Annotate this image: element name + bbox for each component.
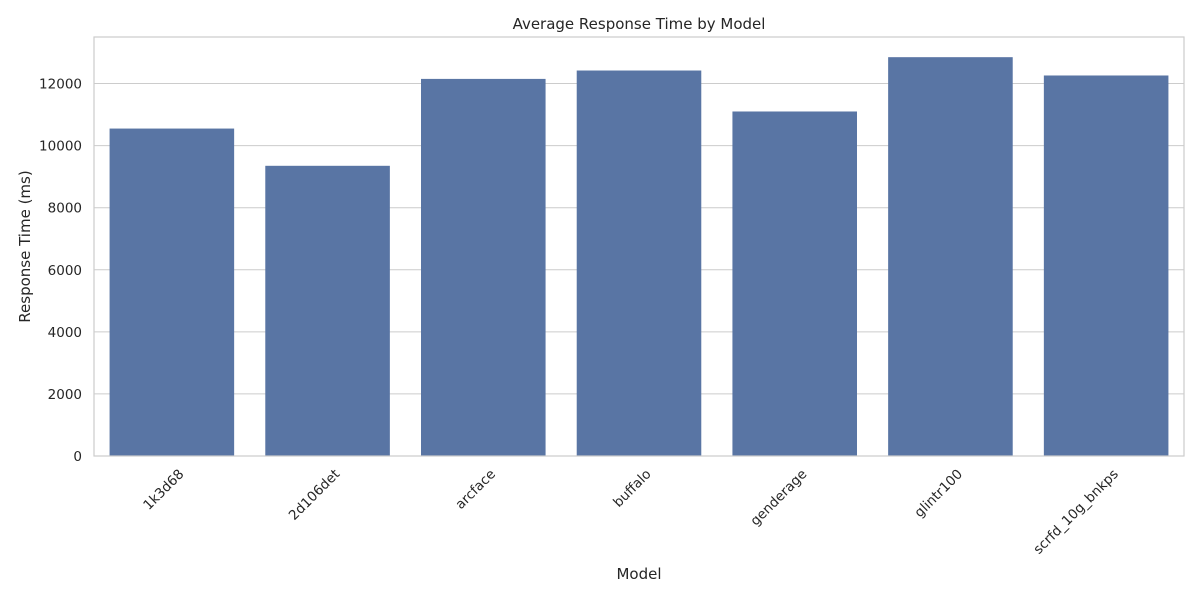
y-axis-label: Response Time (ms)	[16, 170, 34, 322]
bar-genderage	[732, 111, 857, 456]
bar-arcface	[421, 78, 546, 457]
chart-title: Average Response Time by Model	[513, 15, 766, 33]
x-tick-label: 1k3d68	[140, 466, 187, 513]
bars	[109, 57, 1169, 457]
x-tick-label: arcface	[452, 466, 498, 512]
bar-2d106det	[265, 165, 390, 456]
x-tick-labels: 1k3d68 2d106det arcface buffalo genderage gli…	[140, 466, 1121, 557]
x-tick-label: glintr100	[911, 466, 966, 521]
x-tick-label: scrfd_10g_bnkps	[1030, 466, 1121, 557]
y-tick-label: 4000	[48, 325, 82, 341]
x-tick-label: buffalo	[610, 466, 654, 510]
y-tick-label: 0	[73, 449, 82, 465]
y-tick-label: 12000	[39, 77, 82, 93]
bar-scrfd_10g_bnkps	[1043, 75, 1169, 456]
x-axis-label: Model	[616, 565, 661, 583]
y-tick-label: 10000	[39, 139, 82, 155]
bar-1k3d68	[109, 128, 235, 456]
bar-glintr100	[888, 57, 1013, 456]
y-tick-label: 2000	[48, 387, 82, 403]
x-tick-label: 2d106det	[286, 466, 343, 523]
x-tick-label: genderage	[747, 466, 810, 529]
y-tick-label: 8000	[48, 201, 82, 217]
y-tick-labels: 0 2000 4000 6000 8000 10000 12000	[39, 77, 82, 465]
bar-buffalo	[576, 70, 702, 457]
plot-frame	[93, 36, 1185, 457]
y-tick-label: 6000	[48, 263, 82, 279]
